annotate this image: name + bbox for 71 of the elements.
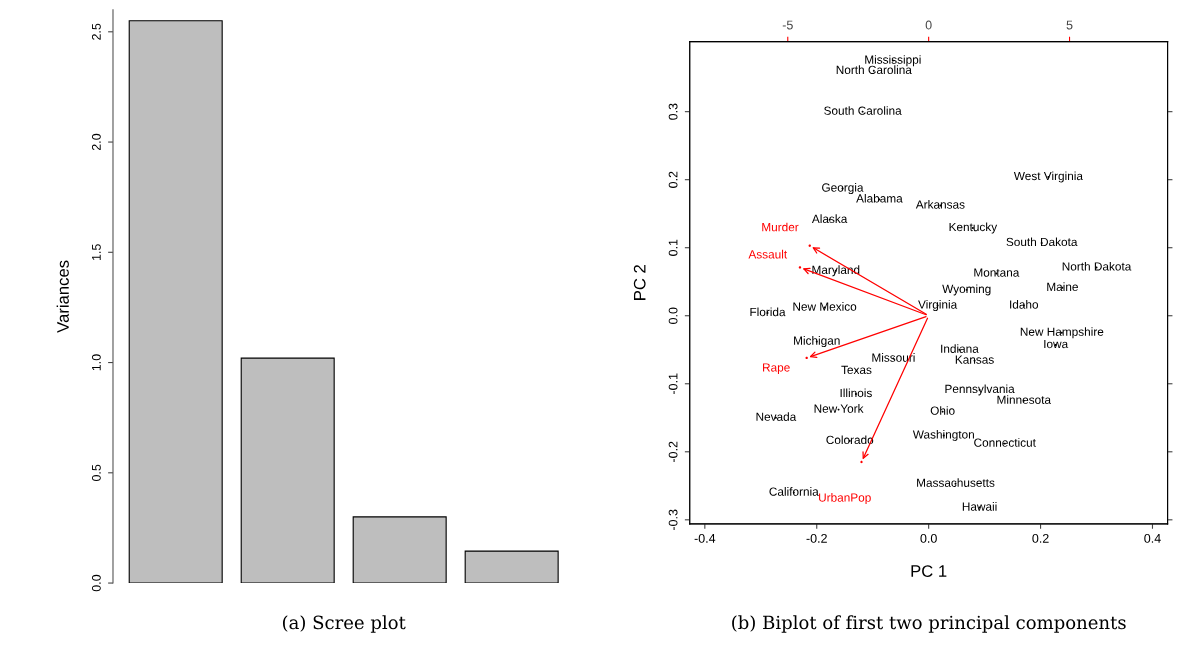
data-label: North Carolina xyxy=(836,65,912,75)
x2-tick-label: 5 xyxy=(1066,20,1073,30)
y-tick-label: 0.0 xyxy=(668,307,678,324)
y-tick-label: 0.3 xyxy=(668,103,678,120)
data-label: Montana xyxy=(974,268,1020,277)
data-label: Rape xyxy=(763,363,790,374)
data-label: Texas xyxy=(841,365,872,375)
y-tick-label: 0.0 xyxy=(91,574,101,592)
data-label: Nevada xyxy=(756,412,797,421)
data-label: Maine xyxy=(1047,282,1078,292)
y-tick-label: 2.5 xyxy=(91,23,101,40)
data-label: Idaho xyxy=(1010,300,1039,309)
data-label: Minnesota xyxy=(997,395,1052,404)
data-label: South Dakota xyxy=(1006,237,1078,247)
data-label: Ohio xyxy=(930,406,955,415)
text: (a) Scree plot xyxy=(282,615,406,633)
data-label: Illinois xyxy=(840,388,872,398)
data-label: Assault xyxy=(748,249,788,259)
y-tick-label: 0.2 xyxy=(668,171,678,188)
x-tick-label: 0.4 xyxy=(1144,533,1161,543)
data-label: Hawaii xyxy=(962,502,997,511)
x-tick-label: -0.2 xyxy=(806,533,827,543)
text: (b) Biplot of first two principal components xyxy=(732,615,1126,633)
data-label: North Dakota xyxy=(1062,261,1132,271)
y-tick-label: -0.3 xyxy=(668,509,678,531)
y-axis-title: PC 2 xyxy=(633,265,646,300)
data-label: Florida xyxy=(750,307,786,317)
data-label: Wyoming xyxy=(942,284,991,296)
bar xyxy=(240,357,335,584)
y-axis-title: Variances xyxy=(56,260,69,333)
y-tick-label: 1.0 xyxy=(91,354,101,371)
data-label: Virginia xyxy=(918,300,958,312)
x2-tick-label: 0 xyxy=(925,20,932,30)
point xyxy=(860,460,863,464)
y-tick-label: -0.2 xyxy=(668,441,678,463)
x-axis-title: PC 1 xyxy=(911,565,947,577)
data-label: Kansas xyxy=(955,355,994,364)
data-label: California xyxy=(769,487,819,496)
point xyxy=(798,266,802,269)
data-label: New York xyxy=(814,404,864,413)
y-tick-label: 0.1 xyxy=(668,239,678,256)
data-label: Arkansas xyxy=(915,200,965,209)
data-label: Washington xyxy=(912,429,974,441)
x-tick-label: -0.4 xyxy=(694,533,716,543)
y-tick-label: 1.5 xyxy=(92,244,101,261)
data-label: New Hampshire xyxy=(1020,327,1104,339)
bar xyxy=(352,516,447,584)
data-label: New Mexico xyxy=(793,302,857,311)
data-label: Massachusetts xyxy=(917,478,995,487)
x2-tick-label: -5 xyxy=(782,20,793,30)
y-tick-label: 2.0 xyxy=(91,133,101,151)
data-label: Georgia xyxy=(822,183,864,195)
data-label: Iowa xyxy=(1044,339,1069,349)
data-label: Pennsylvania xyxy=(945,384,1015,396)
data-label: West Virginia xyxy=(1013,171,1083,183)
data-label: Connecticut xyxy=(974,438,1036,447)
bar xyxy=(128,20,223,584)
y-tick-label: -0.1 xyxy=(668,373,678,394)
data-label: Michigan xyxy=(794,336,840,348)
bar xyxy=(464,550,559,584)
y-tick-label: 0.5 xyxy=(91,464,101,481)
data-label: UrbanPop xyxy=(819,493,871,505)
data-label: South Carolina xyxy=(824,106,902,115)
data-label: Kentucky xyxy=(949,222,998,234)
data-label: Alabama xyxy=(856,193,903,203)
data-label: Alaska xyxy=(811,214,848,223)
data-label: Murder xyxy=(762,222,799,232)
x-tick-label: 0.0 xyxy=(920,533,937,543)
data-label: Indiana xyxy=(941,344,979,353)
x-tick-label: 0.2 xyxy=(1032,533,1049,543)
data-label: Mississippi xyxy=(865,55,921,67)
